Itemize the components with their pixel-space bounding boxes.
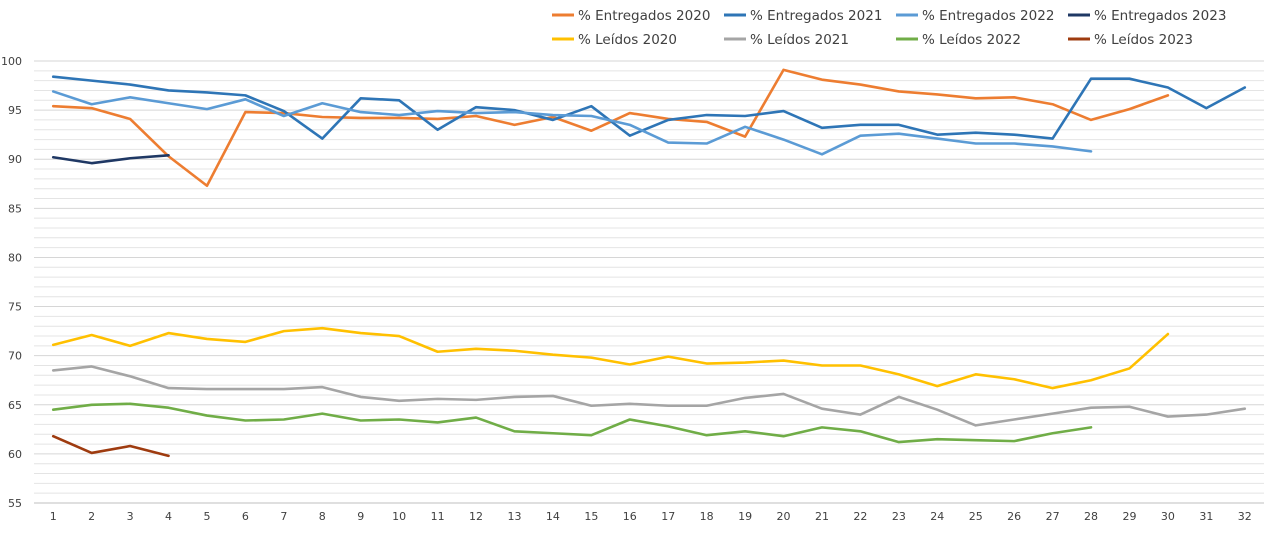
series-line-pct-entregados-2022 (51, 90, 1093, 156)
x-tick-label: 9 (357, 510, 364, 523)
legend-item: % Entregados 2023 (1068, 8, 1226, 24)
x-tick-label: 3 (127, 510, 134, 523)
x-tick-label: 22 (853, 510, 867, 523)
y-tick-label: 75 (8, 301, 22, 314)
series-line-pct-le-dos-2023 (51, 434, 170, 458)
x-tick-label: 8 (319, 510, 326, 523)
x-tick-label: 26 (1007, 510, 1021, 523)
legend-item: % Leídos 2022 (896, 32, 1021, 48)
legend-item: % Leídos 2023 (1068, 32, 1193, 48)
x-tick-label: 32 (1238, 510, 1252, 523)
x-tick-label: 12 (469, 510, 483, 523)
legend-label: % Entregados 2021 (750, 8, 882, 24)
x-tick-label: 30 (1161, 510, 1175, 523)
y-tick-label: 85 (8, 202, 22, 215)
x-tick-label: 28 (1084, 510, 1098, 523)
x-tick-label: 27 (1046, 510, 1060, 523)
x-tick-label: 6 (242, 510, 249, 523)
x-tick-label: 23 (892, 510, 906, 523)
series-line-pct-le-dos-2021 (51, 365, 1247, 427)
legend-label: % Entregados 2020 (578, 8, 710, 24)
y-tick-label: 95 (8, 104, 22, 117)
x-tick-label: 10 (392, 510, 406, 523)
legend-label: % Leídos 2020 (578, 32, 677, 48)
x-tick-label: 29 (1122, 510, 1136, 523)
legend-item: % Leídos 2020 (552, 32, 677, 48)
y-tick-label: 70 (8, 350, 22, 363)
x-tick-label: 25 (969, 510, 983, 523)
series-line-pct-entregados-2020 (51, 68, 1170, 188)
x-tick-label: 21 (815, 510, 829, 523)
x-tick-label: 18 (700, 510, 714, 523)
legend-item: % Entregados 2021 (724, 8, 882, 24)
legend-item: % Leídos 2021 (724, 32, 849, 48)
x-tick-label: 19 (738, 510, 752, 523)
x-tick-label: 5 (203, 510, 210, 523)
series-line-pct-entregados-2023 (51, 153, 170, 165)
x-tick-label: 11 (431, 510, 445, 523)
y-tick-label: 60 (8, 448, 22, 461)
x-tick-label: 31 (1199, 510, 1213, 523)
x-tick-label: 14 (546, 510, 560, 523)
y-tick-label: 100 (1, 55, 22, 68)
legend-label: % Leídos 2023 (1094, 32, 1193, 48)
series-line-pct-le-dos-2020 (51, 326, 1170, 390)
x-tick-label: 4 (165, 510, 172, 523)
y-tick-label: 65 (8, 399, 22, 412)
y-tick-label: 90 (8, 153, 22, 166)
legend-item: % Entregados 2022 (896, 8, 1054, 24)
legend-item: % Entregados 2020 (552, 8, 710, 24)
legend: % Entregados 2020 % Entregados 2021 % Entr… (552, 8, 1226, 48)
series-line-pct-le-dos-2022 (51, 402, 1093, 444)
legend-label: % Leídos 2021 (750, 32, 849, 48)
series-lines (51, 68, 1247, 458)
x-tick-label: 20 (777, 510, 791, 523)
x-tick-label: 24 (930, 510, 944, 523)
x-tick-label: 15 (584, 510, 598, 523)
x-tick-label: 7 (280, 510, 287, 523)
x-tick-label: 16 (623, 510, 637, 523)
series-line-pct-entregados-2021 (51, 75, 1247, 140)
legend-label: % Entregados 2023 (1094, 8, 1226, 24)
x-tick-label: 1 (50, 510, 57, 523)
x-tick-label: 2 (88, 510, 95, 523)
legend-label: % Entregados 2022 (922, 8, 1054, 24)
y-tick-label: 55 (8, 497, 22, 510)
y-tick-label: 80 (8, 251, 22, 264)
legend-label: % Leídos 2022 (922, 32, 1021, 48)
x-tick-label: 13 (507, 510, 521, 523)
x-tick-label: 17 (661, 510, 675, 523)
